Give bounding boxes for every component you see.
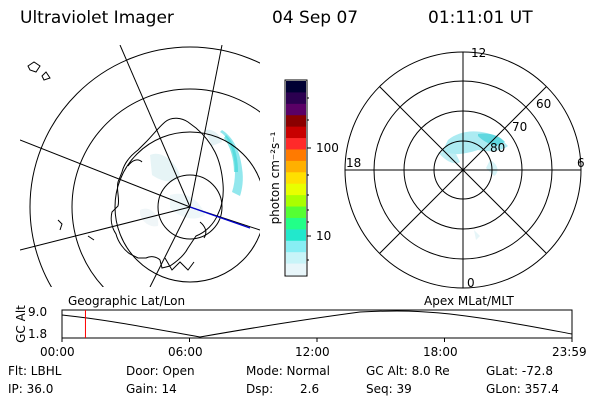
colorbar-swatch — [286, 240, 306, 253]
lat-label-70: 70 — [512, 120, 528, 134]
south-america-tip — [27, 61, 51, 81]
colorbar — [284, 79, 311, 277]
geographic-panel-label: Geographic Lat/Lon — [68, 294, 186, 308]
colorbar-swatch — [286, 138, 306, 151]
time-label: 01:11:01 UT — [428, 8, 533, 28]
colorbar-unit-label: photon cm⁻²s⁻¹ — [268, 131, 282, 225]
altitude-curve — [61, 310, 573, 338]
colorbar-tick-100: 100 — [316, 141, 339, 155]
colorbar-swatch — [286, 252, 306, 265]
time-tick-0000: 00:00 — [40, 345, 75, 359]
colorbar-swatch — [286, 149, 306, 162]
date-label: 04 Sep 07 — [272, 8, 359, 28]
mlt-label-12: 12 — [471, 46, 487, 60]
colorbar-swatch — [286, 92, 306, 105]
apex-panel-label: Apex MLat/MLT — [424, 294, 514, 308]
colorbar-swatch — [286, 195, 306, 208]
terminator-line — [189, 206, 251, 229]
colorbar-swatch — [286, 263, 306, 276]
gain-info: Gain: 14 — [126, 382, 177, 396]
geographic-map — [20, 45, 260, 287]
lat-label-60: 60 — [536, 97, 552, 111]
mlt-label-18: 18 — [346, 156, 362, 170]
time-tick-2359: 23:59 — [552, 345, 587, 359]
colorbar-swatch — [286, 115, 306, 128]
aurora-emission-right — [438, 131, 508, 240]
colorbar-swatch — [286, 81, 306, 94]
filter-info: Flt: LBHL — [8, 364, 62, 378]
altitude-ytick-high: 9.0 — [28, 305, 48, 319]
door-info: Door: Open — [126, 364, 195, 378]
dsp-label: Dsp: — [246, 382, 274, 396]
seq-info: Seq: 39 — [366, 382, 412, 396]
time-tick-0600: 06:00 — [168, 345, 203, 359]
colorbar-swatch — [286, 103, 306, 116]
time-tick-1200: 12:00 — [295, 345, 330, 359]
colorbar-swatch — [286, 172, 306, 185]
colorbar-swatch — [286, 160, 306, 173]
antarctica-coastline — [110, 117, 224, 269]
glon-info: GLon: 357.4 — [486, 382, 559, 396]
mode-info: Mode: Normal — [246, 364, 330, 378]
magnetic-polar-plot — [344, 51, 582, 289]
instrument-title: Ultraviolet Imager — [20, 8, 174, 28]
colorbar-swatch — [286, 217, 306, 230]
altitude-ytick-low: 1.8 — [28, 327, 48, 341]
gc-alt-info: GC Alt: 8.0 Re — [366, 364, 450, 378]
mlt-label-6: 6 — [577, 156, 585, 170]
altitude-ylabel: GC Alt — [13, 305, 28, 343]
glat-info: GLat: -72.8 — [486, 364, 553, 378]
altitude-plot — [61, 309, 573, 342]
mlt-label-0: 0 — [467, 276, 475, 290]
lat-label-80: 80 — [490, 141, 506, 155]
colorbar-swatch — [286, 229, 306, 242]
colorbar-swatch — [286, 183, 306, 196]
aurora-emission-left — [140, 129, 243, 227]
colorbar-swatch — [286, 206, 306, 219]
colorbar-tick-10: 10 — [316, 229, 332, 243]
time-tick-1800: 18:00 — [423, 345, 458, 359]
dsp-value: 2.6 — [300, 382, 320, 396]
ip-info: IP: 36.0 — [8, 382, 54, 396]
colorbar-swatch — [286, 126, 306, 139]
